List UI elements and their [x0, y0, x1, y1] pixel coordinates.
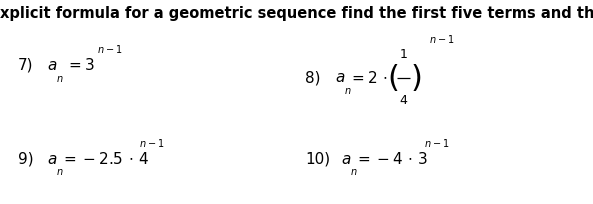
Text: $= -2.5\,\cdot\,4$: $= -2.5\,\cdot\,4$ [61, 151, 149, 167]
Text: $)$: $)$ [410, 62, 421, 93]
Text: $a$: $a$ [335, 70, 345, 85]
Text: $a$: $a$ [47, 152, 58, 167]
Text: $n$: $n$ [56, 73, 64, 84]
Text: $n$: $n$ [350, 167, 358, 177]
Text: $n-1$: $n-1$ [97, 43, 122, 55]
Text: $n$: $n$ [344, 86, 352, 96]
Text: $n$: $n$ [56, 167, 64, 177]
Text: $= 2\,\cdot$: $= 2\,\cdot$ [349, 70, 388, 85]
Text: 1: 1 [399, 48, 407, 61]
Text: 4: 4 [399, 94, 407, 108]
Text: 8): 8) [305, 70, 321, 85]
Text: 9): 9) [18, 152, 33, 167]
Text: 10): 10) [305, 152, 330, 167]
Text: 7): 7) [18, 58, 33, 73]
Text: $($: $($ [387, 62, 398, 93]
Text: Given the explicit formula for a geometric sequence find the first five terms an: Given the explicit formula for a geometr… [0, 6, 593, 21]
Text: $n-1$: $n-1$ [429, 33, 454, 45]
Text: $= 3$: $= 3$ [61, 57, 95, 73]
Text: $a$: $a$ [341, 152, 351, 167]
Text: $a$: $a$ [47, 58, 58, 73]
Text: $= -4\,\cdot\,3$: $= -4\,\cdot\,3$ [355, 151, 428, 167]
Text: $n-1$: $n-1$ [424, 137, 449, 149]
Text: $n-1$: $n-1$ [139, 137, 165, 149]
